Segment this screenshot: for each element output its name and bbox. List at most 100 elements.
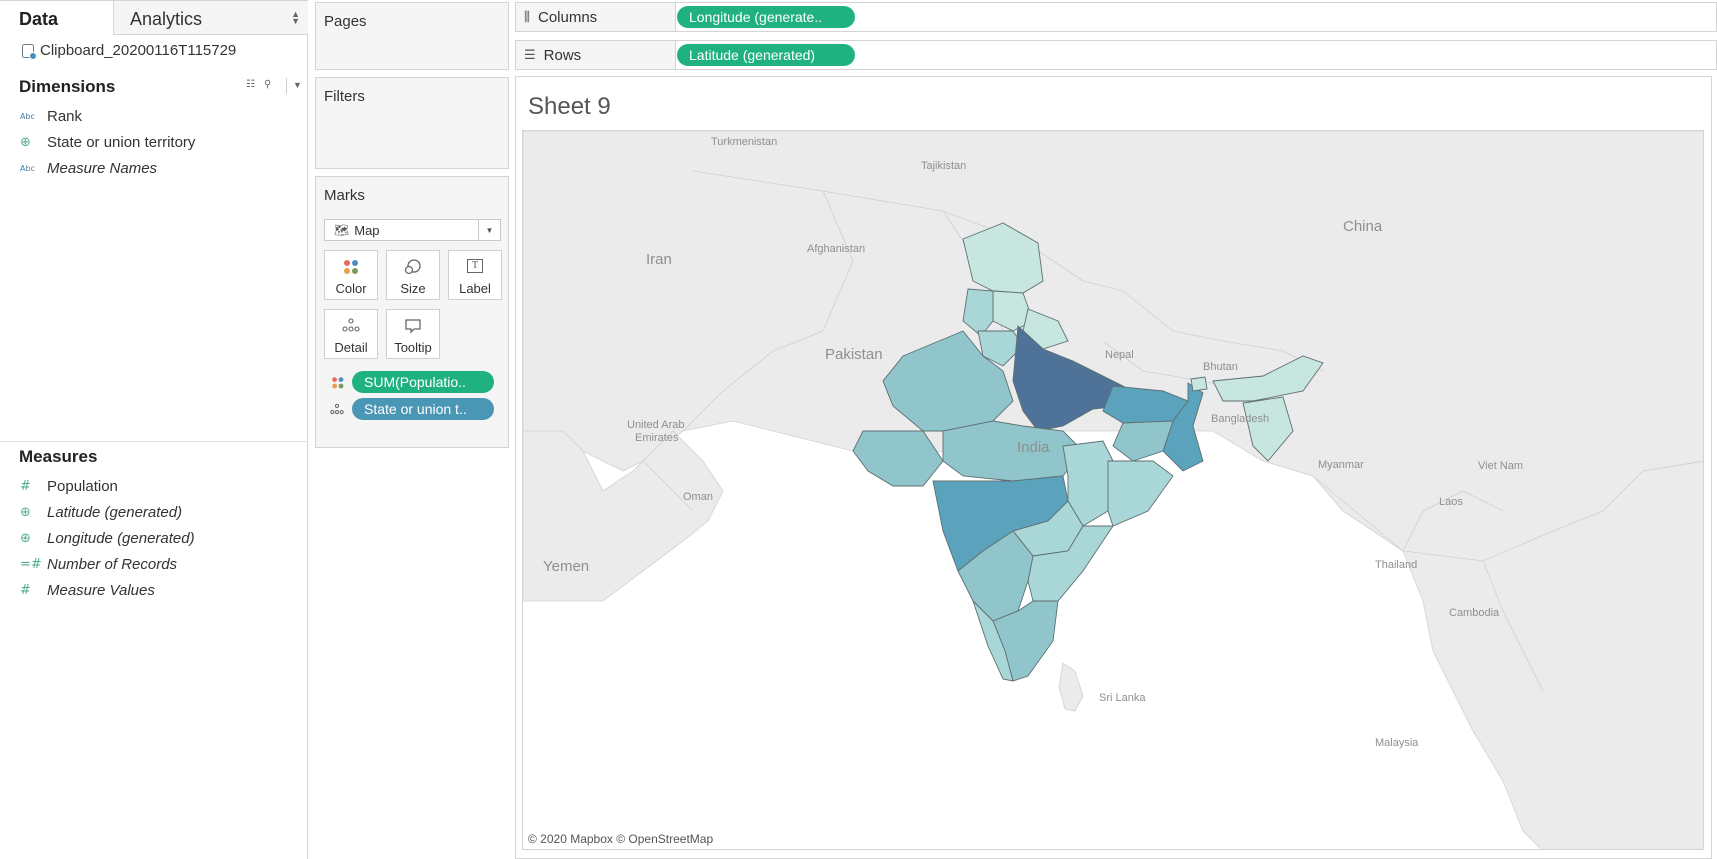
state-jk[interactable]: [962, 222, 1044, 294]
label-oman: Oman: [683, 491, 713, 503]
mark-type-dropdown[interactable]: 🗺 Map ▼: [324, 219, 501, 241]
map-svg: Turkmenistan Tajikistan China Iran Afgha…: [523, 131, 1703, 849]
label-viet-nam: Viet Nam: [1478, 460, 1523, 472]
detail-button-label: Detail: [334, 340, 368, 355]
field-label: Longitude (generated): [47, 529, 195, 547]
rows-icon: ☰: [524, 47, 536, 63]
state-gj[interactable]: [852, 430, 944, 487]
chevron-down-icon[interactable]: ▼: [293, 80, 302, 90]
state-kl[interactable]: [972, 600, 1014, 682]
size-button-label: Size: [400, 281, 426, 296]
dimensions-tools: ☷ ⚲: [246, 79, 271, 90]
map-credit[interactable]: © 2020 Mapbox © OpenStreetMap: [528, 832, 714, 846]
detail-pill-row[interactable]: State or union t..: [330, 398, 494, 420]
measure-field-population[interactable]: # Population: [20, 475, 118, 497]
state-ne-south[interactable]: [1242, 396, 1294, 462]
label-tajikistan: Tajikistan: [921, 160, 966, 172]
filters-label: Filters: [324, 88, 365, 105]
detail-icon: [342, 318, 360, 332]
list-view-icon[interactable]: ☷: [246, 79, 255, 90]
detail-icon: [330, 403, 344, 415]
divider: [286, 78, 287, 94]
map-view[interactable]: Turkmenistan Tajikistan China Iran Afgha…: [522, 130, 1704, 850]
dimensions-header: Dimensions: [19, 77, 116, 96]
state-pb[interactable]: [962, 288, 994, 337]
state-wb[interactable]: [1162, 382, 1204, 472]
label-malaysia: Malaysia: [1375, 737, 1419, 749]
country-borders: [642, 170, 1544, 692]
dimension-field-state[interactable]: ⊕ State or union territory: [20, 131, 195, 153]
size-button[interactable]: Size: [386, 250, 440, 300]
label-china: China: [1343, 218, 1383, 235]
sheet-title: Sheet 9: [528, 93, 611, 120]
label-cambodia: Cambodia: [1449, 607, 1500, 619]
pages-shelf[interactable]: Pages: [315, 2, 509, 70]
label-uae: United Arab Emirates: [627, 419, 684, 444]
label-india: India: [1017, 439, 1050, 456]
land-arabia: [523, 430, 724, 602]
state-pill[interactable]: State or union t..: [352, 398, 494, 420]
tooltip-button[interactable]: Tooltip: [386, 309, 440, 359]
state-od[interactable]: [1107, 460, 1174, 527]
state-uk[interactable]: [1022, 308, 1069, 350]
marks-label: Marks: [324, 187, 365, 204]
color-button[interactable]: Color: [324, 250, 378, 300]
measure-field-number-of-records[interactable]: =# Number of Records: [20, 553, 177, 575]
sort-arrows-icon[interactable]: ▲ ▼: [291, 9, 300, 26]
label-button[interactable]: T Label: [448, 250, 502, 300]
rows-shelf[interactable]: ☰ Rows Latitude (generated): [515, 40, 1717, 70]
tab-analytics[interactable]: Analytics ▲ ▼: [114, 0, 308, 35]
field-label: Rank: [47, 107, 83, 125]
globe-icon: ⊕: [20, 530, 31, 546]
tab-data[interactable]: Data: [0, 0, 114, 35]
field-label: Latitude (generated): [47, 503, 183, 521]
latitude-pill[interactable]: Latitude (generated): [677, 44, 855, 66]
chevron-down-icon[interactable]: ▼: [478, 220, 500, 240]
rows-label-box: ☰ Rows: [516, 41, 676, 69]
label-turkmenistan: Turkmenistan: [711, 136, 777, 148]
tab-analytics-label: Analytics: [130, 9, 203, 29]
columns-label-box: ⫼ Columns: [516, 3, 676, 31]
state-cg[interactable]: [1062, 440, 1114, 527]
columns-label: Columns: [537, 8, 598, 26]
state-ap[interactable]: [1027, 525, 1114, 602]
measure-field-longitude[interactable]: ⊕ Longitude (generated): [20, 527, 195, 549]
database-icon: [22, 43, 37, 60]
tooltip-icon: [405, 319, 421, 334]
search-icon[interactable]: ⚲: [263, 79, 272, 90]
worksheet: Sheet 9: [515, 76, 1712, 859]
calculated-number-icon: =#: [20, 556, 42, 572]
pane-divider[interactable]: [0, 441, 308, 442]
globe-icon: ⊕: [20, 134, 31, 150]
measure-field-measure-values[interactable]: # Measure Values: [20, 579, 155, 601]
label-pakistan: Pakistan: [825, 346, 883, 363]
rows-label: Rows: [543, 46, 582, 64]
label-button-label: Label: [459, 281, 491, 296]
globe-icon: ⊕: [20, 504, 31, 520]
state-sk[interactable]: [1190, 376, 1208, 392]
marks-card: Marks 🗺 Map ▼ Color Size T Label: [315, 176, 509, 448]
datasource-item[interactable]: Clipboard_20200116T115729: [22, 42, 236, 60]
dimension-field-rank[interactable]: Abc Rank: [20, 105, 82, 127]
color-icon: [331, 376, 344, 389]
land-southeast-asia: [1312, 460, 1703, 849]
detail-button[interactable]: Detail: [324, 309, 378, 359]
filters-shelf[interactable]: Filters: [315, 77, 509, 169]
color-pill-row[interactable]: SUM(Populatio..: [330, 371, 494, 393]
population-pill[interactable]: SUM(Populatio..: [352, 371, 494, 393]
measure-field-latitude[interactable]: ⊕ Latitude (generated): [20, 501, 182, 523]
columns-shelf[interactable]: ⫼ Columns Longitude (generate..: [515, 2, 1717, 32]
longitude-pill[interactable]: Longitude (generate..: [677, 6, 855, 28]
label-iran: Iran: [646, 251, 672, 268]
string-type-icon: Abc: [20, 111, 35, 121]
india-states: [852, 222, 1324, 682]
field-label: Number of Records: [47, 555, 178, 573]
state-jh[interactable]: [1112, 420, 1174, 462]
state-hr[interactable]: [977, 330, 1024, 367]
country-labels: Turkmenistan Tajikistan China Iran Afgha…: [543, 136, 1523, 749]
dimension-field-measure-names[interactable]: Abc Measure Names: [20, 157, 157, 179]
pane-tabs: Data Analytics ▲ ▼: [0, 0, 308, 35]
state-as[interactable]: [1212, 355, 1324, 402]
label-laos: Laos: [1439, 496, 1463, 508]
